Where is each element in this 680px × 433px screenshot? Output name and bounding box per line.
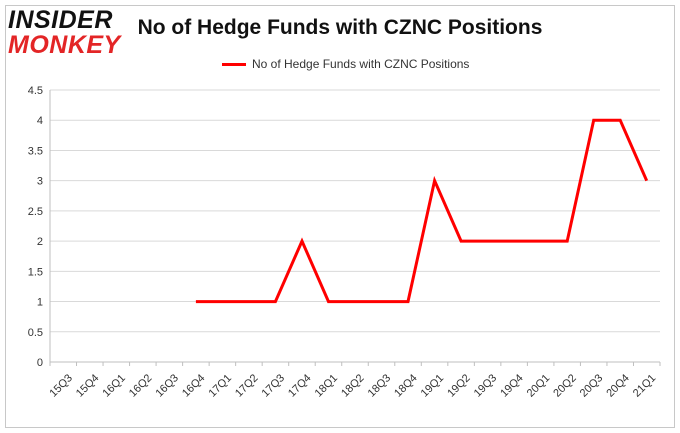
x-tick-label: 18Q4 (392, 372, 420, 400)
x-tick-label: 20Q3 (578, 372, 606, 400)
x-tick-label: 18Q2 (339, 372, 367, 400)
x-tick-label: 19Q3 (472, 372, 500, 400)
y-tick-label: 2.5 (28, 206, 43, 218)
x-tick-label: 17Q4 (286, 372, 314, 400)
chart-title: No of Hedge Funds with CZNC Positions (137, 16, 543, 39)
y-tick-label: 2 (37, 236, 43, 248)
x-tick-label: 18Q1 (313, 372, 341, 400)
y-tick-label: 0.5 (28, 327, 43, 339)
y-tick-label: 0 (37, 357, 43, 369)
y-tick-label: 4.5 (28, 85, 43, 97)
chart-legend: No of Hedge Funds with CZNC Positions (222, 56, 469, 72)
x-tick-label: 16Q4 (180, 372, 208, 400)
logo-line-1: INSIDER (8, 6, 113, 34)
legend-swatch (222, 62, 246, 66)
x-tick-label: 17Q1 (207, 372, 235, 400)
x-tick-label: 18Q3 (366, 372, 394, 400)
x-tick-label: 15Q3 (47, 372, 75, 400)
x-tick-label: 16Q3 (153, 372, 181, 400)
legend-label: No of Hedge Funds with CZNC Positions (252, 57, 470, 71)
y-tick-label: 1 (37, 297, 43, 309)
logo-line-2: MONKEY (8, 31, 121, 59)
series-line (195, 118, 649, 304)
x-tick-label: 16Q2 (127, 372, 155, 400)
x-tick-label: 19Q1 (419, 372, 447, 400)
y-tick-label: 1.5 (28, 266, 43, 278)
y-tick-label: 4 (37, 115, 43, 127)
x-tick-label: 19Q2 (445, 372, 473, 400)
x-tick-label: 16Q1 (100, 372, 128, 400)
y-tick-label: 3.5 (28, 145, 43, 157)
x-tick-label: 19Q4 (498, 372, 526, 400)
x-tick-label: 21Q1 (631, 372, 659, 400)
y-tick-label: 3 (37, 176, 43, 188)
x-tick-label: 17Q3 (260, 372, 288, 400)
insider-monkey-logo: INSIDER MONKEY (8, 6, 130, 59)
x-tick-label: 20Q1 (525, 372, 553, 400)
x-tick-label: 20Q2 (551, 372, 579, 400)
x-tick-label: 15Q4 (74, 372, 102, 400)
x-tick-label: 17Q2 (233, 372, 261, 400)
x-tick-label: 20Q4 (604, 372, 632, 400)
